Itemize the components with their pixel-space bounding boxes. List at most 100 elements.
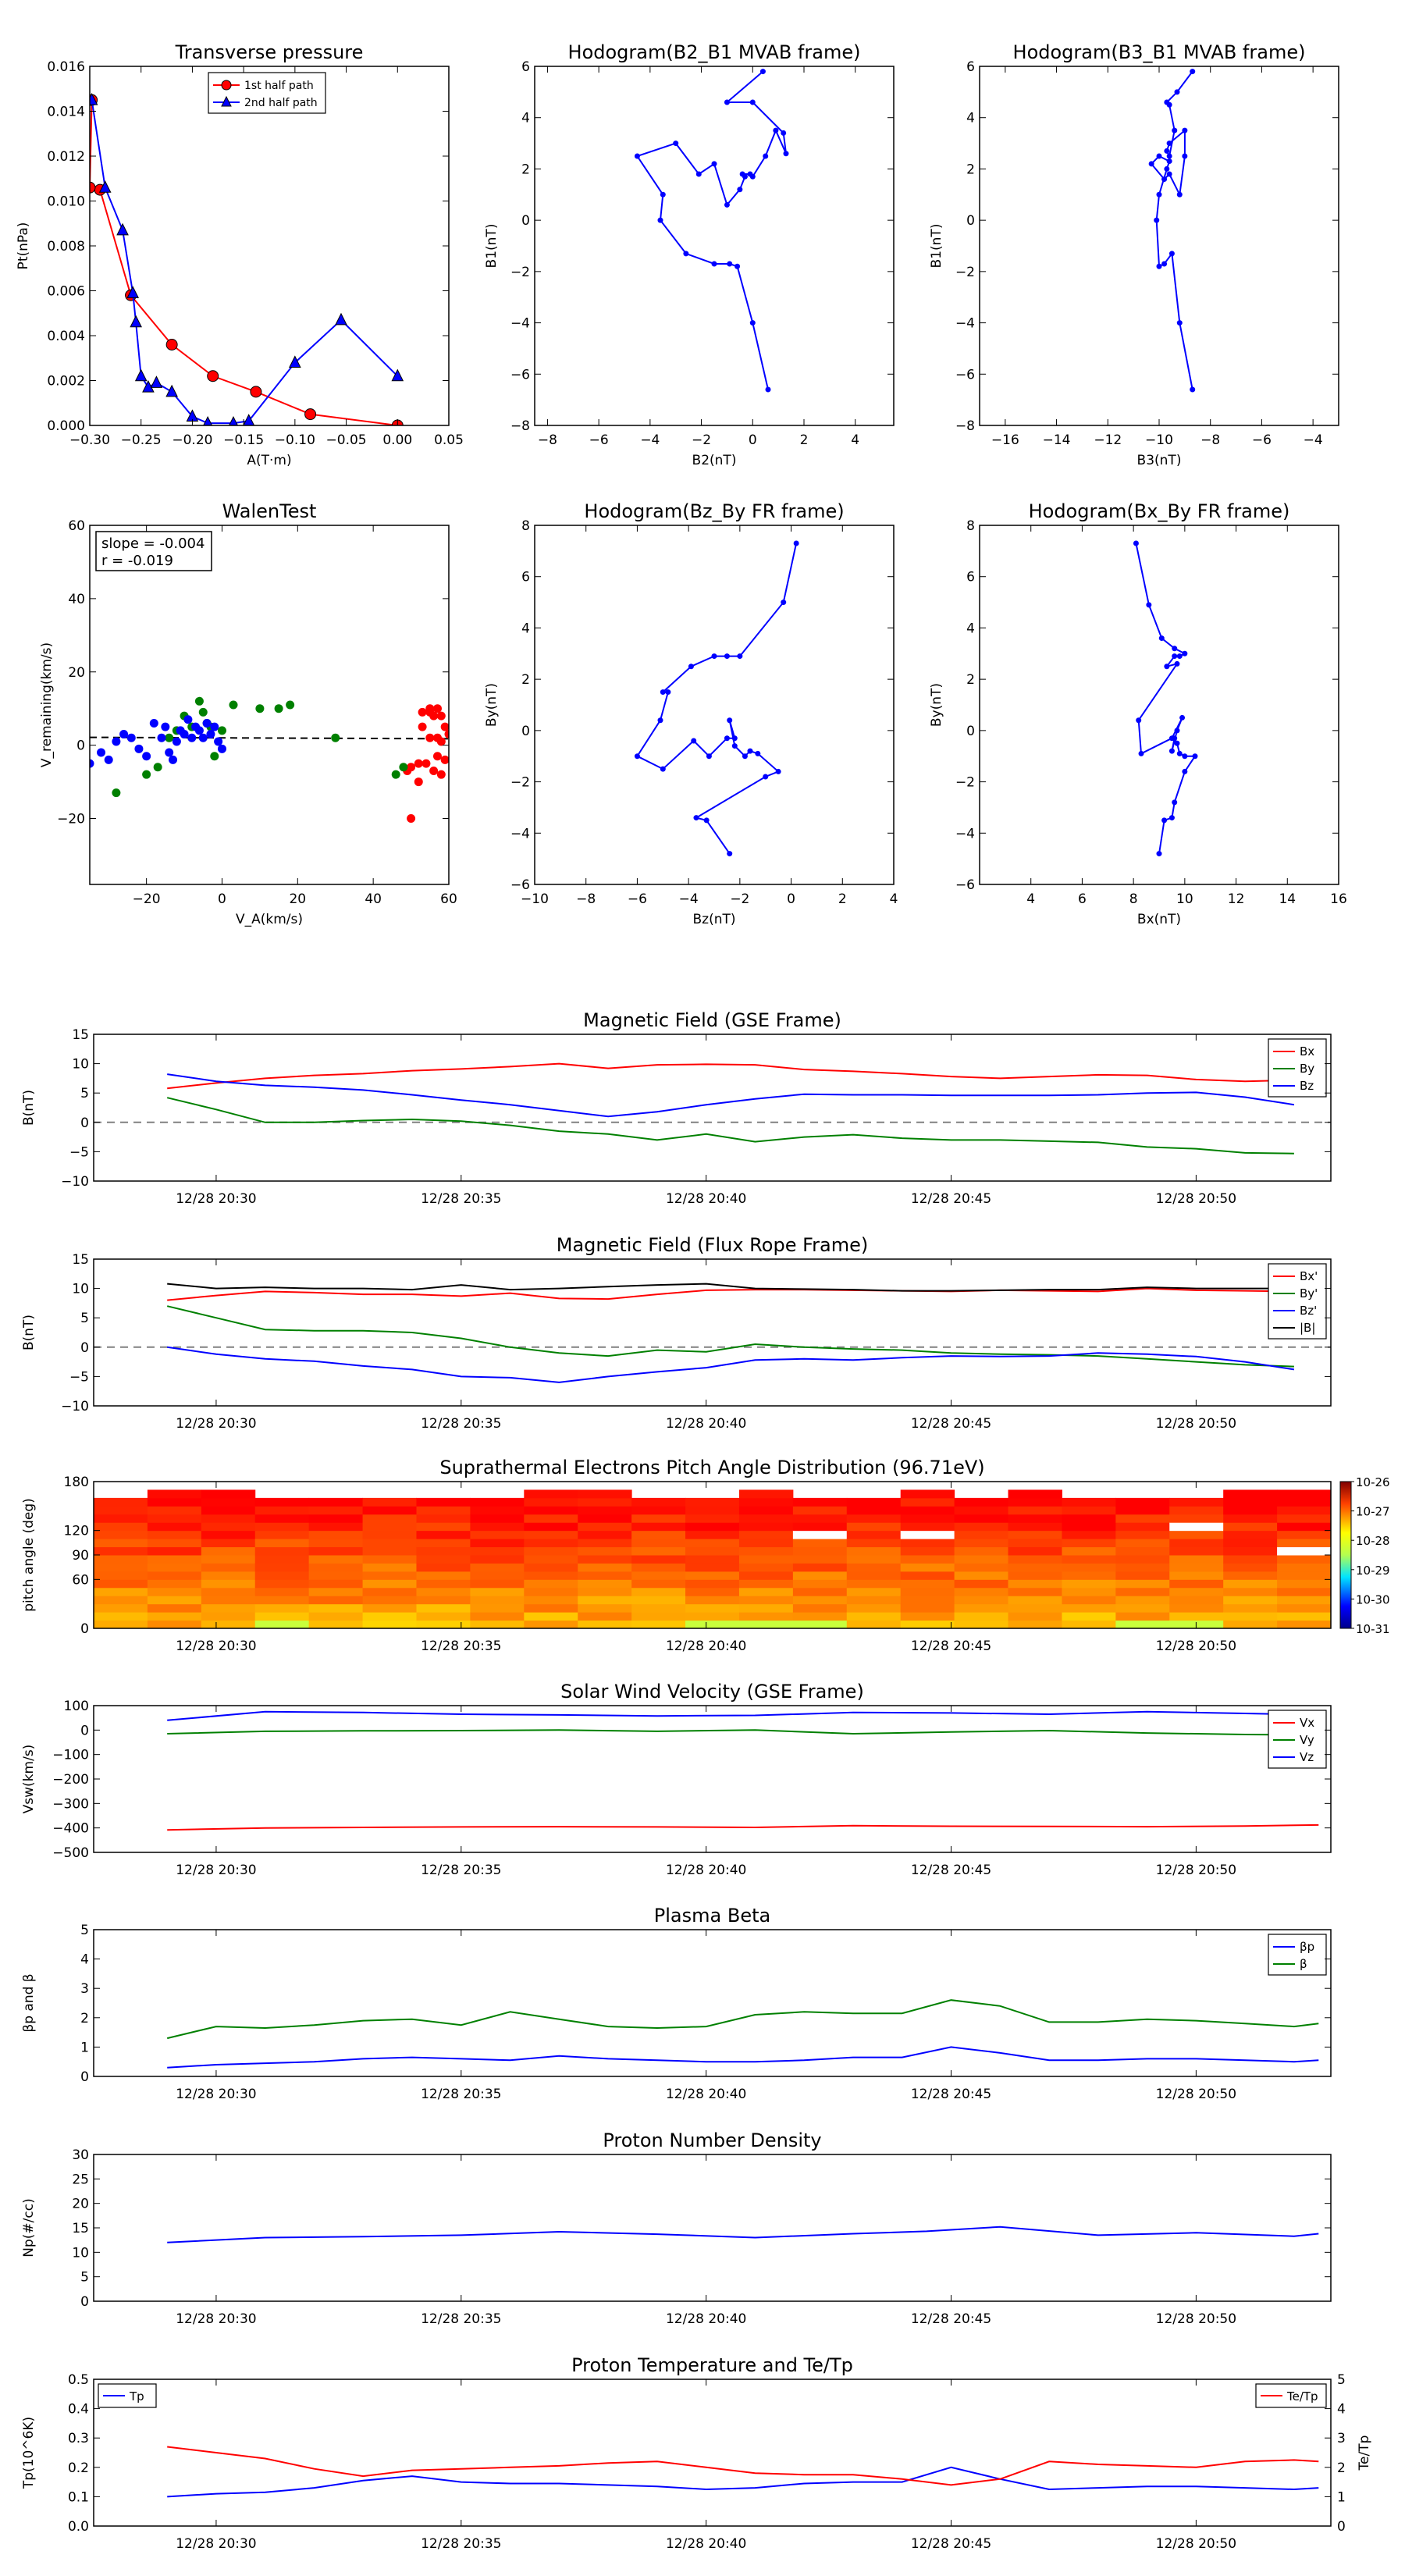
x-tick-label: 20 xyxy=(289,891,306,907)
hodogram-bz-by-panel: Hodogram(Bz_By FR frame) −6 −4 −2 0 2 4 6 8 −10 −8… xyxy=(484,500,898,927)
heatmap-cell xyxy=(1223,1579,1278,1589)
heatmap-cell xyxy=(94,1563,148,1572)
x-tick-label: −0.10 xyxy=(275,432,315,448)
heatmap-cell xyxy=(738,1546,794,1556)
heatmap-cell xyxy=(578,1530,632,1539)
heatmap-cell xyxy=(1115,1522,1170,1532)
heatmap-cell xyxy=(254,1522,310,1532)
y-tick-label: 8 xyxy=(521,518,530,534)
heatmap-cell xyxy=(900,1522,955,1532)
data-point xyxy=(1148,161,1154,167)
heatmap-cell xyxy=(792,1603,848,1613)
colorbar-tick-label: 10-29 xyxy=(1356,1564,1390,1578)
heatmap-cell xyxy=(1062,1546,1116,1556)
heatmap-cell xyxy=(1169,1596,1224,1605)
data-point xyxy=(1156,263,1162,269)
heatmap-cell xyxy=(792,1612,848,1621)
heatmap-cell xyxy=(147,1506,202,1515)
heatmap-cell xyxy=(1115,1571,1170,1580)
time-tick-label: 12/28 20:50 xyxy=(1156,2536,1236,2552)
heatmap-cell xyxy=(685,1522,740,1532)
heatmap-cell xyxy=(1223,1587,1278,1596)
data-point xyxy=(203,416,213,425)
plot-area xyxy=(90,93,404,425)
data-point xyxy=(665,689,671,696)
data-point xyxy=(727,261,733,267)
heatmap-cell xyxy=(470,1514,525,1523)
heatmap-cell xyxy=(416,1546,471,1556)
scatter-point xyxy=(206,730,215,739)
heatmap-cell xyxy=(524,1539,578,1548)
heatmap-cell xyxy=(631,1563,686,1572)
scatter-point xyxy=(187,733,197,742)
data-point xyxy=(1182,127,1188,133)
y-tick-label: −10 xyxy=(61,1174,89,1190)
heatmap-cell xyxy=(416,1603,471,1613)
y-tick-label: 5 xyxy=(80,1086,89,1101)
data-point xyxy=(1168,735,1175,742)
heatmap-cell xyxy=(147,1579,202,1589)
data-point xyxy=(765,386,771,393)
proton-number-density-panel: Proton Number Density 0 5 10 15 20 25 30 12/28 2… xyxy=(21,2129,1332,2327)
heatmap-cell xyxy=(954,1587,1009,1596)
y-tick-label: −400 xyxy=(52,1821,89,1837)
y-tick-label: 15 xyxy=(72,1027,89,1043)
series-line xyxy=(166,1999,1319,2040)
data-point xyxy=(1138,750,1144,756)
y-tick-label: −20 xyxy=(57,812,85,827)
y-tick-label: 1 xyxy=(80,2040,89,2055)
heatmap-cell xyxy=(524,1563,578,1572)
heatmap-cell xyxy=(362,1555,417,1564)
y-tick-label: 4 xyxy=(966,111,975,126)
scatter-point xyxy=(126,733,136,742)
heatmap-cell xyxy=(201,1596,256,1605)
data-point xyxy=(1168,748,1175,754)
heatmap-cell xyxy=(362,1612,417,1621)
heatmap-cell xyxy=(631,1603,686,1613)
y2-tick-label: 2 xyxy=(1337,2460,1346,2476)
series-line xyxy=(167,2226,1319,2243)
heatmap-cell xyxy=(1062,1522,1116,1532)
legend-label: Bx xyxy=(1300,1044,1314,1059)
heatmap-cell xyxy=(1062,1506,1116,1515)
data-point xyxy=(1182,650,1188,656)
heatmap-cell xyxy=(631,1514,686,1523)
y-axis-label: βp and β xyxy=(21,1973,37,2032)
scatter-point xyxy=(165,733,174,742)
heatmap-cell xyxy=(147,1522,202,1532)
data-point xyxy=(207,370,219,382)
heatmap-cell xyxy=(954,1522,1009,1532)
data-point xyxy=(1161,817,1168,824)
heatmap-cell xyxy=(201,1603,256,1613)
data-point xyxy=(724,735,730,742)
heatmap-cell xyxy=(94,1506,148,1515)
legend-right: Te/Tp xyxy=(1255,2383,1327,2408)
heatmap-cell xyxy=(738,1555,794,1564)
series-line xyxy=(635,70,787,390)
heatmap-cell xyxy=(1115,1587,1170,1596)
heatmap-cell xyxy=(470,1530,525,1539)
x-tick-label: −2 xyxy=(692,432,711,448)
heatmap-cell xyxy=(524,1489,578,1499)
y-tick-label: 0.016 xyxy=(47,59,85,75)
y-axis-label: Pt(nPa) xyxy=(16,222,31,270)
series-line xyxy=(167,1823,1319,1831)
heatmap-cell xyxy=(631,1506,686,1515)
legend-label: Te/Tp xyxy=(1286,2389,1318,2403)
chart-title: Hodogram(Bz_By FR frame) xyxy=(584,500,844,522)
heatmap-cell xyxy=(1008,1612,1062,1621)
time-tick-label: 12/28 20:40 xyxy=(666,1416,746,1432)
scatter-point xyxy=(142,770,151,779)
legend-label: 1st half path xyxy=(244,80,314,92)
y-axis-label: B1(nT) xyxy=(929,224,944,269)
y-tick-label: 15 xyxy=(72,2221,89,2236)
x-tick-label: −6 xyxy=(589,432,609,448)
legend-label: 2nd half path xyxy=(244,97,318,109)
heatmap-cell xyxy=(94,1555,148,1564)
x-tick-label: −4 xyxy=(640,432,660,448)
legend: Bx By Bz xyxy=(1268,1038,1327,1098)
heatmap-cell xyxy=(308,1555,364,1564)
heatmap-cell xyxy=(1223,1596,1278,1605)
data-point xyxy=(1190,69,1196,75)
scatter-point xyxy=(425,733,435,742)
